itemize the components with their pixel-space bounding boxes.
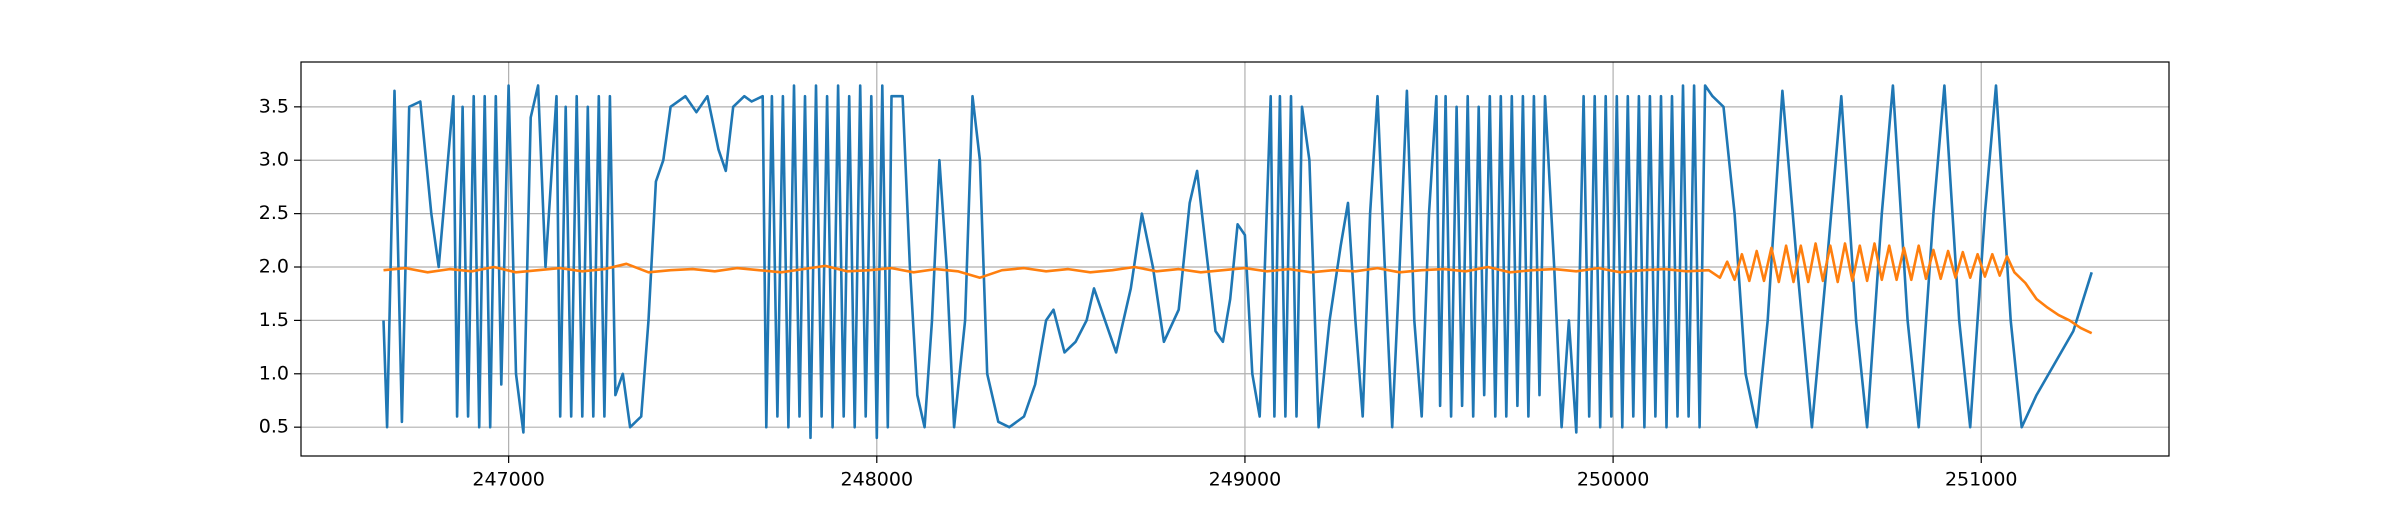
y-tick-label: 2.5: [259, 202, 289, 224]
data-line: [383, 242, 2093, 335]
y-tick-label: 3.5: [259, 95, 289, 117]
y-tick-label: 2.0: [259, 256, 289, 278]
y-tick-label: 1.0: [259, 362, 289, 384]
y-tick-label: 3.0: [259, 149, 289, 171]
plot-frame: [300, 61, 2170, 457]
y-tick-label: 0.5: [259, 416, 289, 438]
x-tick-label: 248000: [841, 469, 914, 491]
y-tick-label: 1.5: [259, 309, 289, 331]
x-tick-label: 247000: [472, 469, 545, 491]
x-tick-label: 250000: [1577, 469, 1650, 491]
x-tick-label: 249000: [1209, 469, 1282, 491]
x-tick-label: 251000: [1945, 469, 2018, 491]
data-line: [382, 84, 2093, 440]
